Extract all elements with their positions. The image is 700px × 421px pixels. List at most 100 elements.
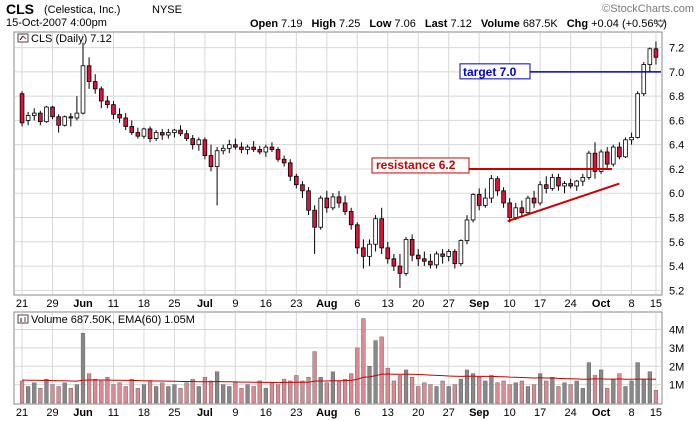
volume-bar (391, 380, 396, 404)
volume-x-tick: Aug (316, 407, 337, 419)
candle-up (245, 146, 250, 150)
candle-down (452, 251, 458, 265)
volume-bar (233, 382, 238, 404)
volume-bar (56, 386, 61, 404)
price-x-tick: 20 (412, 298, 424, 310)
volume-bar (160, 382, 165, 404)
volume-x-tick: 25 (168, 407, 180, 419)
candle-down (92, 81, 98, 90)
candle-up (470, 194, 476, 221)
candle-down (251, 146, 256, 150)
price-x-tick: 23 (290, 298, 302, 310)
candle-down (354, 224, 360, 249)
candle-down (202, 139, 208, 157)
candle-down (98, 88, 104, 102)
resistance-label: resistance 6.2 (376, 158, 456, 172)
candle-down (415, 254, 421, 260)
candle-down (324, 197, 330, 209)
candle-down (568, 183, 573, 187)
volume-bar (93, 378, 98, 404)
price-x-tick: 11 (108, 298, 119, 310)
volume-bar (215, 371, 220, 404)
volume-bar (617, 373, 622, 404)
volume-bar (275, 384, 281, 404)
volume-bar (422, 382, 427, 404)
volume-bar (154, 386, 159, 404)
candle-down (604, 151, 610, 165)
price-panel-frame (13, 31, 663, 296)
volume-bar (251, 386, 256, 404)
candle-up (166, 132, 171, 136)
price-x-tick: Aug (316, 298, 337, 310)
volume-x-tick: 21 (16, 407, 28, 419)
volume-bar (507, 384, 512, 404)
ticker-symbol: CLS (6, 1, 34, 17)
volume-x-tick: 27 (443, 407, 455, 419)
volume-y-tick: 1M (669, 380, 684, 392)
volume-bar (111, 384, 116, 404)
price-x-tick: Jun (73, 298, 93, 310)
company-name: (Celestica, Inc.) (44, 4, 120, 16)
volume-bar (446, 386, 451, 404)
volume-bar (410, 377, 415, 404)
volume-bar (489, 375, 494, 404)
quote-low-value: 7.06 (394, 18, 415, 30)
volume-bar (611, 378, 616, 404)
quote-high-label: High (312, 18, 337, 30)
candle-down (428, 260, 433, 266)
price-annotations: resistance 6.2 target 7.0 (371, 63, 661, 223)
price-x-tick: 8 (629, 298, 635, 310)
volume-bar (471, 373, 476, 404)
volume-x-axis: 21 29 Jun 11 18 25 Jul 9 16 23 Aug 6 13 20 27 Sep 10 17 24… (16, 407, 662, 419)
candle-up (610, 146, 616, 165)
volume-bar (80, 333, 86, 404)
chevron-down-icon[interactable] (655, 20, 666, 28)
quote-volume-label: Volume (481, 18, 520, 30)
volume-x-tick: 29 (46, 407, 58, 419)
price-legend: CLS (Daily) 7.12 (17, 33, 112, 45)
volume-bar (343, 378, 348, 404)
volume-bar (44, 378, 49, 404)
volume-x-tick: 6 (354, 407, 360, 419)
candle-up (31, 112, 37, 116)
volume-bar (531, 384, 537, 404)
price-x-tick: 13 (382, 298, 394, 310)
candle-up (458, 240, 464, 265)
volume-bar (477, 377, 482, 404)
volume-x-tick: 15 (650, 407, 662, 419)
volume-bar (647, 371, 652, 404)
candle-down (653, 48, 659, 58)
candle-down (391, 258, 397, 267)
volume-bar (586, 362, 591, 404)
quote-date: 15-Oct-2007 4:00pm (6, 17, 107, 29)
volume-bar (306, 377, 311, 404)
candle-down (147, 128, 153, 140)
price-x-tick: 27 (443, 298, 455, 310)
volume-bar (99, 380, 104, 404)
candle-down (86, 65, 92, 82)
volume-bar (135, 388, 140, 404)
candle-up (464, 219, 470, 241)
candle-up (74, 112, 80, 119)
volume-bar (550, 377, 555, 404)
volume-bar (50, 384, 55, 404)
volume-bar (379, 336, 384, 404)
volume-bar (544, 380, 549, 404)
candle-down (422, 258, 427, 262)
volume-y-axis: 1M 2M 3M 4M (669, 325, 684, 392)
legend-swatch-mark (20, 318, 22, 322)
volume-bar (525, 386, 531, 404)
candle-down (379, 218, 384, 249)
price-y-tick: 6.6 (669, 115, 684, 127)
volume-bar (190, 378, 195, 404)
candle-up (446, 251, 452, 257)
volume-bar (294, 375, 299, 404)
legend-swatch-icon (17, 314, 29, 324)
volume-bar (324, 382, 329, 404)
volume-bar (495, 382, 500, 404)
price-x-tick: 9 (232, 298, 238, 310)
candle-up (196, 139, 202, 146)
candle-down (50, 106, 55, 118)
resistance-label-box (371, 157, 470, 174)
quote-line: Open 7.19 High 7.25 Low 7.06 Last 7.12 Volume 687… (250, 18, 667, 30)
